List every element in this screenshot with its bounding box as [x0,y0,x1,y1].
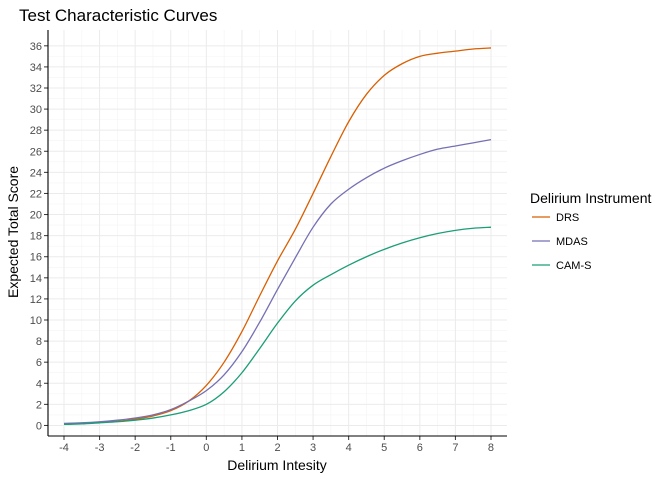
y-tick-label: 32 [30,83,42,95]
legend: Delirium Instrument DRS MDAS CAM-S [530,190,651,272]
y-tick-label: 20 [30,210,42,222]
y-tick-label: 26 [30,146,42,158]
x-tick-label: 7 [452,442,458,454]
y-tick-label: 22 [30,188,42,200]
tick-labels: -4 -3 -2 -1 0 1 2 3 4 5 6 7 802468101214161820222426… [30,41,494,454]
legend-label-mdas: MDAS [556,236,588,248]
y-tick-label: 0 [36,420,42,432]
x-tick-label: -1 [166,442,176,454]
legend-label-cam-s: CAM-S [556,260,591,272]
y-tick-label: 4 [36,378,42,390]
y-tick-label: 34 [30,62,42,74]
x-tick-label: 2 [274,442,280,454]
y-tick-label: 2 [36,399,42,411]
x-axis-title: Delirium Intesity [227,457,327,473]
y-tick-label: 30 [30,104,42,116]
x-tick-label: -2 [130,442,140,454]
x-tick-label: -3 [95,442,105,454]
x-tick-label: 8 [488,442,494,454]
y-tick-label: 28 [30,125,42,137]
legend-label-drs: DRS [556,212,579,224]
series-line-cam-s [63,226,492,426]
x-tick-label: 6 [417,442,423,454]
grid [48,30,507,436]
axes [44,30,507,440]
series-line-drs [63,47,492,426]
x-tick-label: 3 [310,442,316,454]
x-tick-label: 0 [203,442,209,454]
y-tick-label: 36 [30,41,42,53]
y-tick-label: 10 [30,315,42,327]
y-tick-label: 12 [30,294,42,306]
y-tick-label: 6 [36,357,42,369]
y-axis-title: Expected Total Score [5,166,21,298]
series-lines [63,47,492,426]
y-tick-label: 8 [36,336,42,348]
y-tick-label: 14 [30,273,42,285]
x-tick-label: 1 [239,442,245,454]
y-tick-label: 18 [30,231,42,243]
chart-title: Test Characteristic Curves [19,6,217,25]
x-tick-label: 5 [381,442,387,454]
series-line-mdas [63,139,492,424]
x-tick-label: -4 [59,442,69,454]
y-tick-label: 24 [30,167,42,179]
x-tick-label: 4 [346,442,352,454]
y-tick-label: 16 [30,252,42,264]
legend-title: Delirium Instrument [530,190,651,206]
